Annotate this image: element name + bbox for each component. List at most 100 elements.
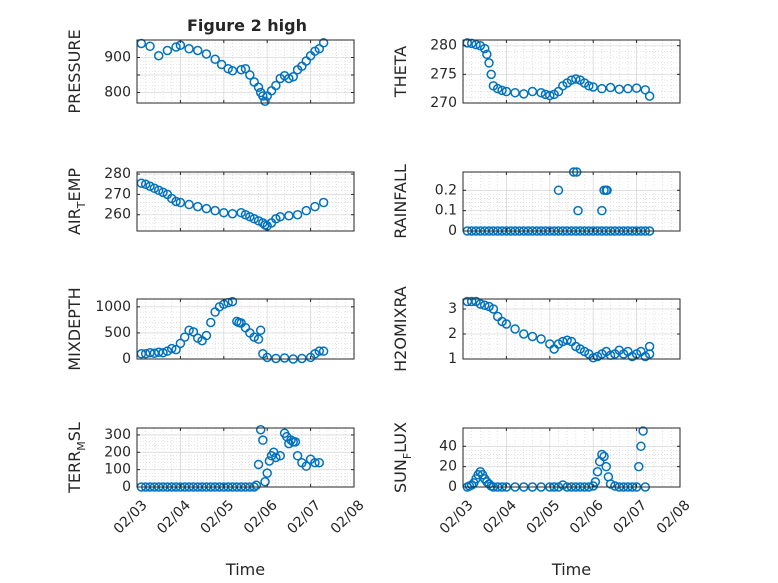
data-point	[201, 49, 212, 59]
data-point	[236, 65, 246, 75]
data-point	[558, 480, 568, 490]
data-point	[562, 335, 572, 345]
data-point	[227, 66, 238, 76]
data-point	[571, 74, 581, 84]
data-point	[292, 209, 303, 220]
y-axis-label: H2OMIXRA	[391, 286, 410, 372]
data-point	[258, 91, 268, 101]
data-point	[488, 304, 499, 314]
data-point	[636, 441, 646, 452]
data-point	[140, 179, 151, 189]
data-point	[253, 334, 264, 344]
subplot-8: 02/03 02/04 02/05 02/06 02/07 02/08 Time 0 20 40 S…	[391, 422, 694, 579]
data-point	[171, 196, 181, 207]
data-point	[260, 477, 270, 487]
y-tick-label: 1000	[95, 299, 131, 315]
data-point	[166, 343, 177, 354]
x-tick-label: 02/07	[610, 497, 650, 537]
data-point	[599, 451, 609, 462]
data-point	[271, 214, 281, 224]
data-point	[249, 214, 259, 224]
subplot-5: 0 500 1000 MIXDEPTH	[65, 287, 355, 371]
x-tick-label: 02/03	[111, 497, 151, 537]
data-point	[236, 207, 246, 218]
y-tick-label: 1	[448, 351, 457, 367]
data-point	[284, 73, 294, 84]
data-point	[602, 185, 612, 196]
data-point	[251, 480, 262, 491]
data-point	[479, 300, 490, 310]
y-tick-label: 2	[448, 326, 457, 342]
data-point	[219, 207, 229, 218]
axes-box	[136, 427, 355, 488]
data-point	[253, 216, 264, 226]
y-axis-label: TERRMSL	[65, 422, 88, 494]
data-point	[245, 212, 255, 222]
data-point	[253, 459, 264, 470]
data-point	[153, 347, 164, 357]
data-point	[527, 331, 538, 342]
y-tick-label: 270	[104, 186, 131, 202]
y-axis-label: RAINFALL	[391, 164, 410, 239]
data-point	[158, 347, 168, 358]
data-point	[634, 461, 644, 472]
y-tick-label: 300	[104, 427, 131, 443]
data-point	[301, 205, 312, 216]
x-tick-label: 02/04	[480, 497, 520, 537]
y-tick-label: 275	[430, 66, 457, 82]
data-point	[193, 45, 203, 56]
data-point	[573, 205, 583, 216]
y-axis-label: SUNFLUX	[391, 422, 414, 493]
data-point	[492, 311, 503, 322]
x-tick-label: 02/08	[654, 497, 694, 537]
y-tick-label: 270	[430, 95, 457, 111]
data-point	[318, 197, 329, 208]
data-point	[279, 353, 290, 363]
data-point	[145, 41, 155, 52]
x-tick-label: 02/08	[328, 497, 368, 537]
subplot-4: 0 0.1 0.2 RAINFALL	[391, 164, 681, 239]
data-point	[466, 38, 477, 49]
x-tick-label: 02/05	[524, 497, 564, 537]
data-point	[584, 81, 594, 91]
data-point	[605, 479, 616, 489]
data-point	[553, 185, 564, 196]
data-point	[640, 85, 651, 95]
y-tick-label: 0	[448, 479, 457, 495]
data-point	[605, 82, 616, 93]
data-point	[240, 209, 251, 220]
data-point	[240, 63, 251, 74]
data-point	[519, 89, 529, 99]
data-point	[284, 210, 294, 221]
data-point	[255, 325, 266, 336]
data-point	[601, 461, 611, 472]
data-point	[644, 349, 655, 359]
data-point	[597, 449, 607, 460]
y-tick-label: 0	[122, 351, 131, 367]
y-tick-label: 800	[104, 85, 131, 101]
data-point	[527, 86, 538, 97]
data-point	[171, 42, 181, 52]
y-tick-label: 20	[439, 459, 457, 475]
data-point	[153, 185, 164, 196]
data-point	[314, 44, 325, 54]
data-point	[501, 86, 512, 97]
data-point	[255, 424, 266, 435]
data-point	[245, 70, 255, 80]
data-point	[610, 481, 620, 491]
data-point	[592, 466, 603, 477]
data-point	[536, 334, 546, 344]
data-point	[216, 59, 227, 70]
x-tick-label: 02/06	[241, 497, 281, 537]
subplot-1: 800 900 PRESSURE	[65, 29, 355, 114]
axes-box	[136, 171, 355, 232]
data-point	[644, 91, 655, 101]
data-point	[210, 54, 220, 64]
data-point	[479, 43, 490, 54]
data-point	[475, 299, 486, 309]
data-point	[310, 201, 320, 212]
y-tick-label: 3	[448, 301, 457, 317]
data-point	[149, 183, 160, 194]
data-point	[318, 38, 329, 48]
data-point	[297, 353, 307, 364]
